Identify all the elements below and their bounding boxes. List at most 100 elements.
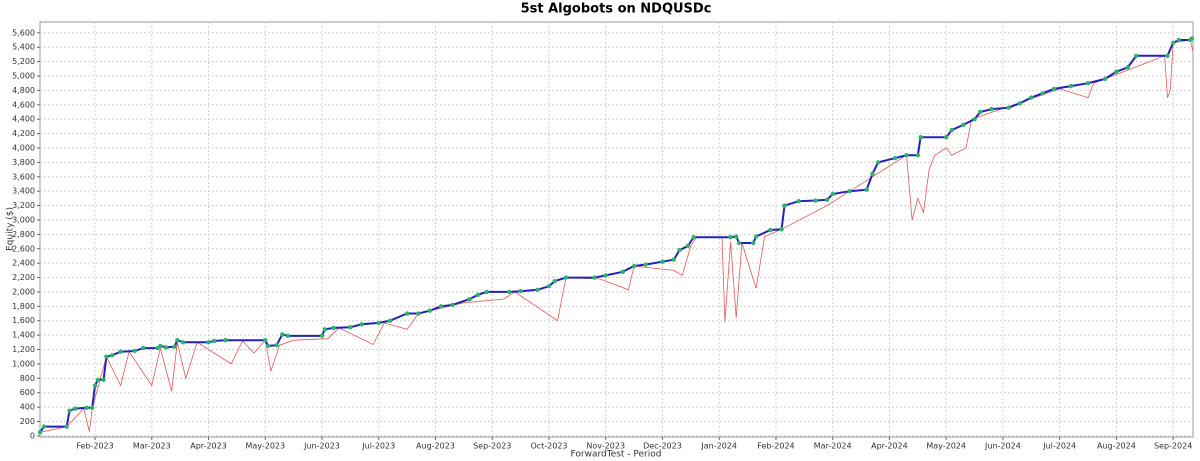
trade-marker — [734, 234, 739, 239]
plot-area — [39, 21, 1194, 438]
trade-marker — [1176, 37, 1182, 43]
y-tick-label: 3,400 — [12, 187, 35, 196]
trade-marker — [507, 289, 512, 295]
y-tick-label: 1,000 — [12, 359, 35, 368]
trade-marker — [563, 275, 569, 280]
trade-marker — [736, 240, 742, 246]
x-tick-label: Mar-2024 — [814, 442, 852, 451]
trade-marker — [95, 377, 101, 382]
trade-marker — [359, 322, 364, 327]
trade-marker — [1189, 36, 1195, 41]
x-tick-label: Aug-2023 — [416, 442, 455, 451]
x-tick-label: Jun-2024 — [984, 442, 1021, 451]
trade-marker — [782, 203, 787, 208]
y-tick-label: 1,800 — [12, 302, 35, 311]
trade-marker — [450, 302, 455, 308]
trade-marker — [1068, 83, 1074, 89]
trade-marker — [67, 408, 72, 413]
y-axis-title: Equity ($) — [6, 207, 16, 251]
x-tick-label: Sep-2024 — [1154, 442, 1192, 451]
x-tick-label: Jun-2023 — [303, 442, 340, 451]
trade-marker — [779, 227, 784, 232]
trade-marker — [387, 318, 393, 323]
y-tick-label: 3,000 — [12, 215, 35, 224]
trade-marker — [467, 296, 472, 302]
trade-marker — [263, 337, 268, 343]
y-tick-label: 2,400 — [12, 259, 35, 268]
trade-marker — [643, 262, 648, 267]
trade-marker — [376, 320, 381, 326]
x-tick-label: Jan-2024 — [700, 442, 737, 451]
trade-marker — [830, 191, 835, 197]
trade-marker — [1102, 76, 1108, 82]
y-tick-label: 400 — [20, 403, 35, 412]
y-tick-label: 3,200 — [12, 201, 35, 210]
trade-marker — [943, 134, 949, 140]
trade-marker — [101, 377, 106, 382]
trade-marker — [84, 405, 89, 411]
x-tick-label: Oct-2023 — [530, 442, 567, 451]
trade-marker — [671, 257, 677, 262]
trade-marker — [90, 405, 95, 411]
trade-marker — [949, 127, 955, 133]
trade-marker — [427, 308, 433, 313]
trade-marker — [978, 109, 983, 115]
trade-marker — [592, 275, 597, 280]
trade-marker — [660, 259, 665, 264]
x-tick-label: May-2024 — [926, 442, 966, 451]
y-tick-label: 1,200 — [12, 345, 35, 354]
equity-line — [39, 39, 1194, 433]
trade-marker — [132, 348, 137, 354]
trade-marker — [438, 304, 444, 309]
trade-marker — [1051, 86, 1057, 92]
trade-marker — [824, 197, 830, 203]
trade-marker — [180, 340, 186, 345]
trade-marker — [1040, 91, 1045, 96]
trade-marker — [319, 333, 325, 339]
y-tick-label: 1,600 — [12, 316, 35, 325]
trade-marker — [753, 234, 759, 239]
y-tick-label: 4,600 — [12, 100, 35, 109]
y-tick-label: 5,200 — [12, 57, 35, 66]
x-tick-label: Mar-2023 — [133, 442, 171, 451]
trade-marker — [875, 160, 881, 165]
y-tick-label: 1,400 — [12, 331, 35, 340]
x-tick-label: Feb-2024 — [757, 442, 794, 451]
trade-marker — [813, 198, 818, 203]
x-tick-label: Dec-2023 — [643, 442, 682, 451]
y-tick-label: 2,800 — [12, 230, 35, 239]
trade-marker — [904, 152, 909, 158]
trade-marker — [677, 247, 682, 253]
trade-marker — [552, 278, 557, 284]
trade-marker — [918, 134, 923, 140]
trade-marker — [892, 155, 898, 161]
x-tick-label: Sep-2023 — [473, 442, 511, 451]
y-tick-label: 5,000 — [12, 71, 35, 80]
trade-marker — [41, 424, 47, 429]
trade-marker — [870, 171, 875, 177]
trade-marker — [796, 199, 801, 204]
trade-marker — [1125, 65, 1130, 70]
y-tick-label: 3,800 — [12, 158, 35, 167]
trade-marker — [535, 287, 540, 292]
trade-marker — [404, 311, 410, 316]
trade-marker — [972, 116, 977, 122]
trade-marker — [728, 235, 733, 240]
y-tick-label: 4,200 — [12, 129, 35, 138]
x-tick-label: Apr-2024 — [871, 442, 908, 451]
trade-marker — [37, 430, 43, 435]
y-tick-label: 800 — [20, 374, 35, 383]
x-tick-label: May-2023 — [245, 442, 285, 451]
trade-marker — [768, 227, 773, 233]
trade-marker — [118, 349, 123, 354]
trade-marker — [92, 383, 98, 388]
trade-marker — [546, 283, 552, 289]
trade-marker — [620, 269, 625, 274]
chart-title: 5st Algobots on NDQUSDc — [521, 2, 712, 17]
y-tick-label: 4,000 — [12, 143, 35, 152]
trade-marker — [141, 345, 146, 351]
trade-marker — [685, 243, 691, 249]
trade-marker — [158, 343, 163, 349]
x-tick-label: Apr-2023 — [190, 442, 227, 451]
